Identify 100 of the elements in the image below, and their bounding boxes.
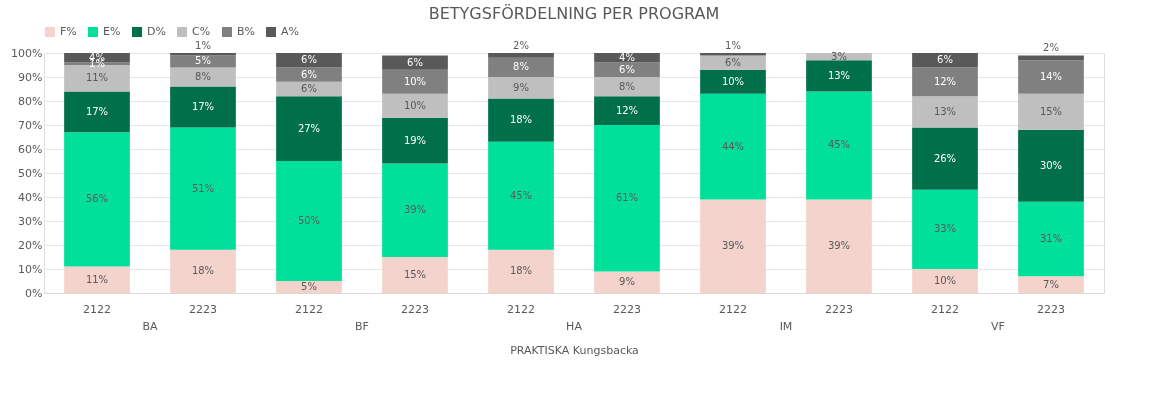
x-tick-label: 2122: [719, 302, 747, 316]
data-label: 5%: [301, 281, 317, 292]
x-tick-label: 2122: [507, 302, 535, 316]
x-tick-label: 2122: [931, 302, 959, 316]
data-label: 15%: [1039, 105, 1063, 117]
text: HA: [566, 320, 583, 333]
y-tick-label: 90%: [18, 70, 43, 84]
bar: [488, 98, 554, 142]
y-tick-label: 10%: [18, 262, 43, 276]
bar: [382, 257, 448, 293]
data-label: 45%: [509, 189, 533, 201]
data-label: 50%: [297, 215, 321, 226]
bar: [488, 77, 554, 99]
bar: [594, 125, 660, 272]
bar: [488, 53, 554, 58]
data-label: 2%: [1043, 42, 1059, 54]
data-label: 7%: [1043, 278, 1059, 290]
data-label: 10%: [403, 99, 427, 111]
data-label: 8%: [619, 80, 635, 92]
y-tick-label: 20%: [18, 238, 43, 252]
data-label: 2%: [513, 40, 529, 51]
bar: [1018, 276, 1084, 293]
bar: [700, 93, 766, 200]
data-label: 13%: [933, 105, 957, 117]
data-label: 12%: [933, 75, 957, 87]
bar: [806, 199, 872, 293]
data-label: 10%: [933, 275, 957, 286]
legend-label: B%: [237, 25, 255, 38]
bar: [1018, 201, 1084, 277]
x-tick-label: 2223: [401, 302, 429, 316]
text: BA: [142, 320, 159, 333]
text: VF: [991, 320, 1005, 333]
x-tick-label: 2223: [1037, 302, 1065, 316]
data-label: 61%: [615, 192, 639, 204]
data-label: 56%: [85, 193, 109, 205]
y-tick-label: 30%: [18, 214, 43, 228]
bar: [170, 67, 236, 87]
bar: [912, 96, 978, 128]
legend-label: F%: [60, 25, 77, 38]
data-label: 31%: [1039, 233, 1063, 244]
bar: [594, 271, 660, 293]
y-tick-label: 100%: [11, 46, 43, 60]
data-label: 39%: [827, 240, 851, 252]
bar: [276, 67, 342, 82]
data-label: 6%: [407, 56, 423, 68]
chart-title: BETYGSFÖRDELNING PER PROGRAM: [428, 4, 720, 23]
bar: [1018, 60, 1084, 94]
bar: [382, 55, 448, 70]
bar: [170, 127, 236, 250]
data-label: 17%: [191, 101, 215, 112]
data-label: 26%: [933, 152, 957, 164]
data-label: 3%: [831, 50, 847, 62]
data-label: 11%: [85, 273, 109, 285]
bar: [594, 53, 660, 63]
bar: [806, 60, 872, 92]
bar: [64, 65, 130, 92]
y-tick-label: 40%: [18, 190, 43, 204]
data-label: 14%: [1039, 71, 1063, 82]
bar: [382, 69, 448, 94]
data-label: 1%: [725, 40, 741, 51]
y-tick-label: 60%: [18, 142, 43, 156]
data-label: 9%: [619, 276, 635, 288]
bar: [594, 96, 660, 125]
data-label: 11%: [85, 72, 109, 84]
bar: [488, 249, 554, 293]
text: BF: [355, 320, 369, 333]
x-tick-label: 2122: [83, 302, 111, 316]
y-tick-label: 0%: [25, 286, 43, 300]
data-label: 10%: [721, 75, 745, 87]
data-label: 10%: [403, 75, 427, 87]
bar: [912, 269, 978, 293]
bar: [170, 86, 236, 128]
data-label: 51%: [191, 182, 215, 194]
data-label: 6%: [619, 63, 635, 75]
data-label: 45%: [827, 139, 851, 151]
data-label: 18%: [509, 114, 533, 126]
x-tick-label: 2223: [189, 302, 217, 316]
bar: [488, 57, 554, 77]
bar: [276, 281, 342, 293]
legend-label: E%: [103, 25, 121, 38]
data-label: 12%: [615, 104, 639, 116]
bar: [1018, 55, 1084, 61]
data-label: 6%: [301, 68, 317, 80]
y-tick-label: 50%: [18, 166, 43, 180]
data-label: 44%: [721, 140, 745, 152]
bar: [700, 69, 766, 94]
data-label: 39%: [403, 204, 427, 216]
x-axis-title: PRAKTISKA Kungsbacka: [510, 343, 639, 357]
data-label: 30%: [1039, 159, 1063, 171]
data-label: 13%: [827, 69, 851, 81]
bar: [382, 93, 448, 118]
bar: [170, 55, 236, 68]
bar: [170, 249, 236, 293]
data-label: 18%: [509, 265, 533, 277]
bar: [1018, 93, 1084, 130]
data-label: 6%: [725, 56, 741, 68]
bar: [382, 117, 448, 164]
bar: [488, 141, 554, 250]
data-label: 39%: [721, 240, 745, 252]
bar: [64, 91, 130, 133]
